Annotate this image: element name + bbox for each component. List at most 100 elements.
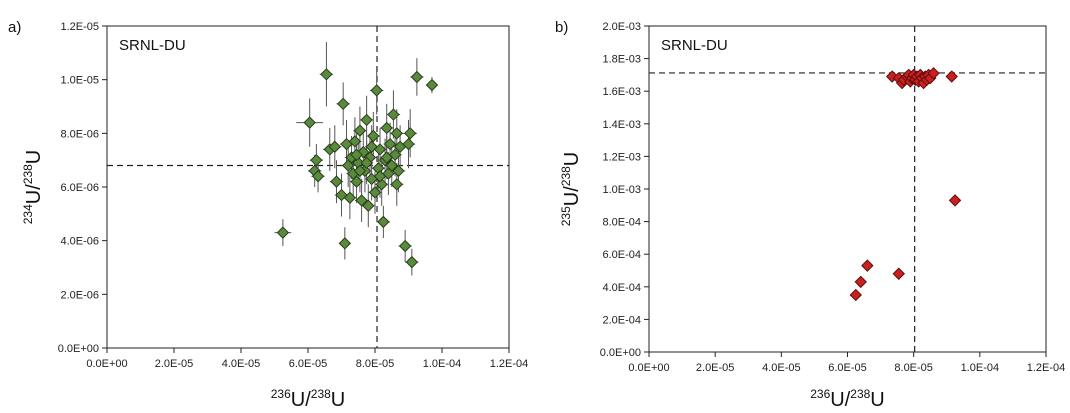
x-axis-label-part: U <box>331 389 345 411</box>
y-tick-label: 2.0E-04 <box>602 314 641 326</box>
data-point <box>368 186 382 199</box>
plot-frame <box>648 25 1047 353</box>
y-tick-label: 8.0E-04 <box>602 217 641 229</box>
data-point <box>945 70 958 83</box>
data-point <box>861 259 874 272</box>
data-point <box>385 159 398 172</box>
data-point <box>410 70 424 84</box>
data-point <box>355 194 368 207</box>
data-point <box>377 215 390 229</box>
x-tick-label: 1.0E-04 <box>423 358 462 370</box>
y-tick-label: 1.4E-03 <box>602 119 641 131</box>
panel-letter: a) <box>8 19 21 36</box>
y-axis-label-part: 235 <box>559 206 573 226</box>
x-tick-label: 2.0E-05 <box>155 358 194 370</box>
x-tick-label: 0.0E+00 <box>86 358 127 370</box>
data-point <box>425 78 439 92</box>
x-axis-label: 236U/238U <box>810 387 885 411</box>
data-point <box>854 275 867 289</box>
y-axis-label-part: U <box>23 150 45 164</box>
y-tick-label: 1.8E-03 <box>602 54 641 66</box>
x-tick-label: 8.0E-05 <box>894 362 933 374</box>
data-point <box>276 226 290 239</box>
data-point <box>348 135 362 148</box>
data-point <box>350 175 363 188</box>
y-tick-label: 2.0E-06 <box>60 289 99 301</box>
data-point <box>330 175 343 188</box>
data-point <box>310 153 323 167</box>
data-point <box>365 140 378 153</box>
x-axis-label-part: U/ <box>830 389 850 411</box>
x-tick-label: 4.0E-05 <box>762 362 801 374</box>
x-tick-label: 8.0E-05 <box>356 358 395 370</box>
data-point <box>303 116 316 129</box>
x-tick-label: 6.0E-05 <box>289 358 328 370</box>
data-point <box>403 127 417 140</box>
y-tick-label: 1.6E-03 <box>602 86 641 98</box>
x-axis-label-part: 236 <box>271 387 291 401</box>
data-point <box>380 151 393 164</box>
y-tick-label: 1.0E-05 <box>60 75 99 87</box>
data-point <box>360 156 373 170</box>
data-point <box>311 170 325 183</box>
x-tick-label: 4.0E-05 <box>222 358 261 370</box>
x-tick-label: 1.2E-04 <box>1027 362 1066 374</box>
x-tick-label: 0.0E+00 <box>628 362 669 374</box>
y-axis-label-part: U <box>561 152 583 166</box>
series-label: SRNL-DU <box>119 37 186 54</box>
y-tick-label: 1.2E-03 <box>602 151 641 163</box>
y-tick-label: 4.0E-04 <box>602 282 641 294</box>
data-point <box>387 108 400 121</box>
data-point <box>320 68 333 81</box>
x-axis-label: 236U/238U <box>271 387 346 411</box>
data-point <box>362 199 375 212</box>
data-point <box>849 288 862 302</box>
x-axis-label-part: 236 <box>810 387 830 401</box>
x-tick-label: 6.0E-05 <box>828 362 867 374</box>
y-axis-label-part: 234 <box>21 204 35 224</box>
data-point <box>350 148 363 162</box>
y-axis-label-part: U/ <box>561 186 583 206</box>
y-axis-label-part: U/ <box>23 184 45 204</box>
x-tick-label: 2.0E-05 <box>696 362 735 374</box>
x-axis-label-part: U <box>870 389 884 411</box>
data-point <box>383 137 397 151</box>
data-point <box>360 113 373 127</box>
data-point <box>343 191 357 204</box>
data-point <box>328 140 342 153</box>
x-tick-label: 1.2E-04 <box>490 358 529 370</box>
y-tick-label: 1.0E-03 <box>602 184 641 196</box>
data-point <box>336 97 350 111</box>
x-tick-label: 1.0E-04 <box>961 362 1000 374</box>
y-tick-label: 6.0E-04 <box>602 249 641 261</box>
x-axis-label-part: U/ <box>291 389 311 411</box>
plot-frame <box>106 25 510 349</box>
y-axis-label: 235U/238U <box>559 152 583 227</box>
data-point <box>392 164 405 178</box>
data-point <box>353 164 367 178</box>
x-axis-label-part: 238 <box>850 387 870 401</box>
data-point <box>892 267 905 280</box>
data-point <box>370 84 383 97</box>
data-point <box>948 194 962 207</box>
y-tick-label: 2.0E-03 <box>602 21 641 33</box>
y-tick-label: 0.0E+00 <box>600 347 641 359</box>
y-tick-label: 8.0E-06 <box>60 128 99 140</box>
y-tick-label: 6.0E-06 <box>60 182 99 194</box>
y-axis-label-part: 238 <box>559 166 573 186</box>
data-point <box>338 237 352 250</box>
y-tick-label: 4.0E-06 <box>60 236 99 248</box>
data-point <box>367 129 380 143</box>
data-point <box>398 239 412 253</box>
panel-b: 0.0E+00 2.0E-05 4.0E-05 6.0E-05 8.0E-05 1.0E-… <box>555 19 1065 411</box>
data-point <box>405 255 419 269</box>
data-point <box>380 121 393 135</box>
panel-a: 0.0E+00 2.0E-05 4.0E-05 6.0E-05 8.0E-05 1.0E-… <box>8 19 528 411</box>
x-axis-label-part: 238 <box>311 387 331 401</box>
data-point <box>927 67 940 80</box>
y-axis-label-part: 238 <box>21 164 35 184</box>
data-point <box>375 178 388 191</box>
data-point <box>390 127 403 140</box>
y-axis-label: 234U/238U <box>21 150 45 225</box>
